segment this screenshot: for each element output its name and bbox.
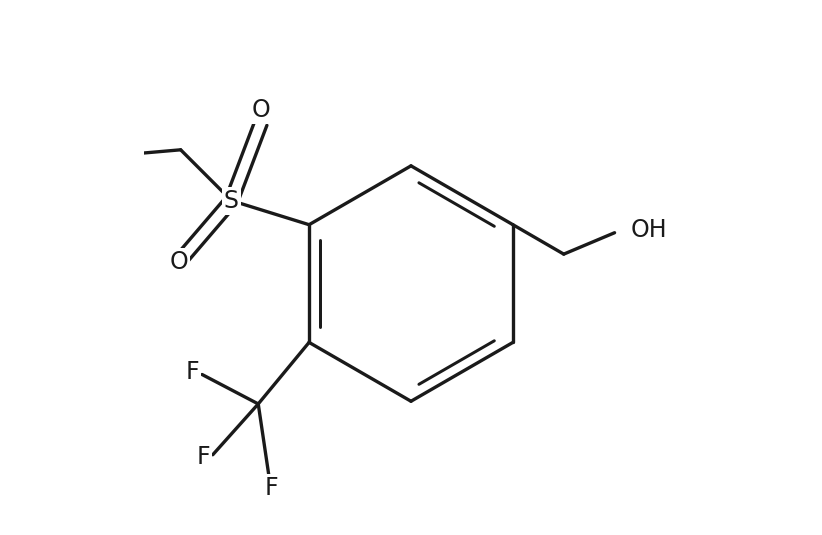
Text: O: O — [169, 250, 188, 274]
Text: O: O — [252, 98, 270, 121]
Text: F: F — [196, 446, 210, 469]
Text: OH: OH — [630, 218, 667, 242]
Text: F: F — [265, 476, 279, 500]
Text: S: S — [224, 189, 239, 212]
Text: F: F — [186, 360, 199, 384]
